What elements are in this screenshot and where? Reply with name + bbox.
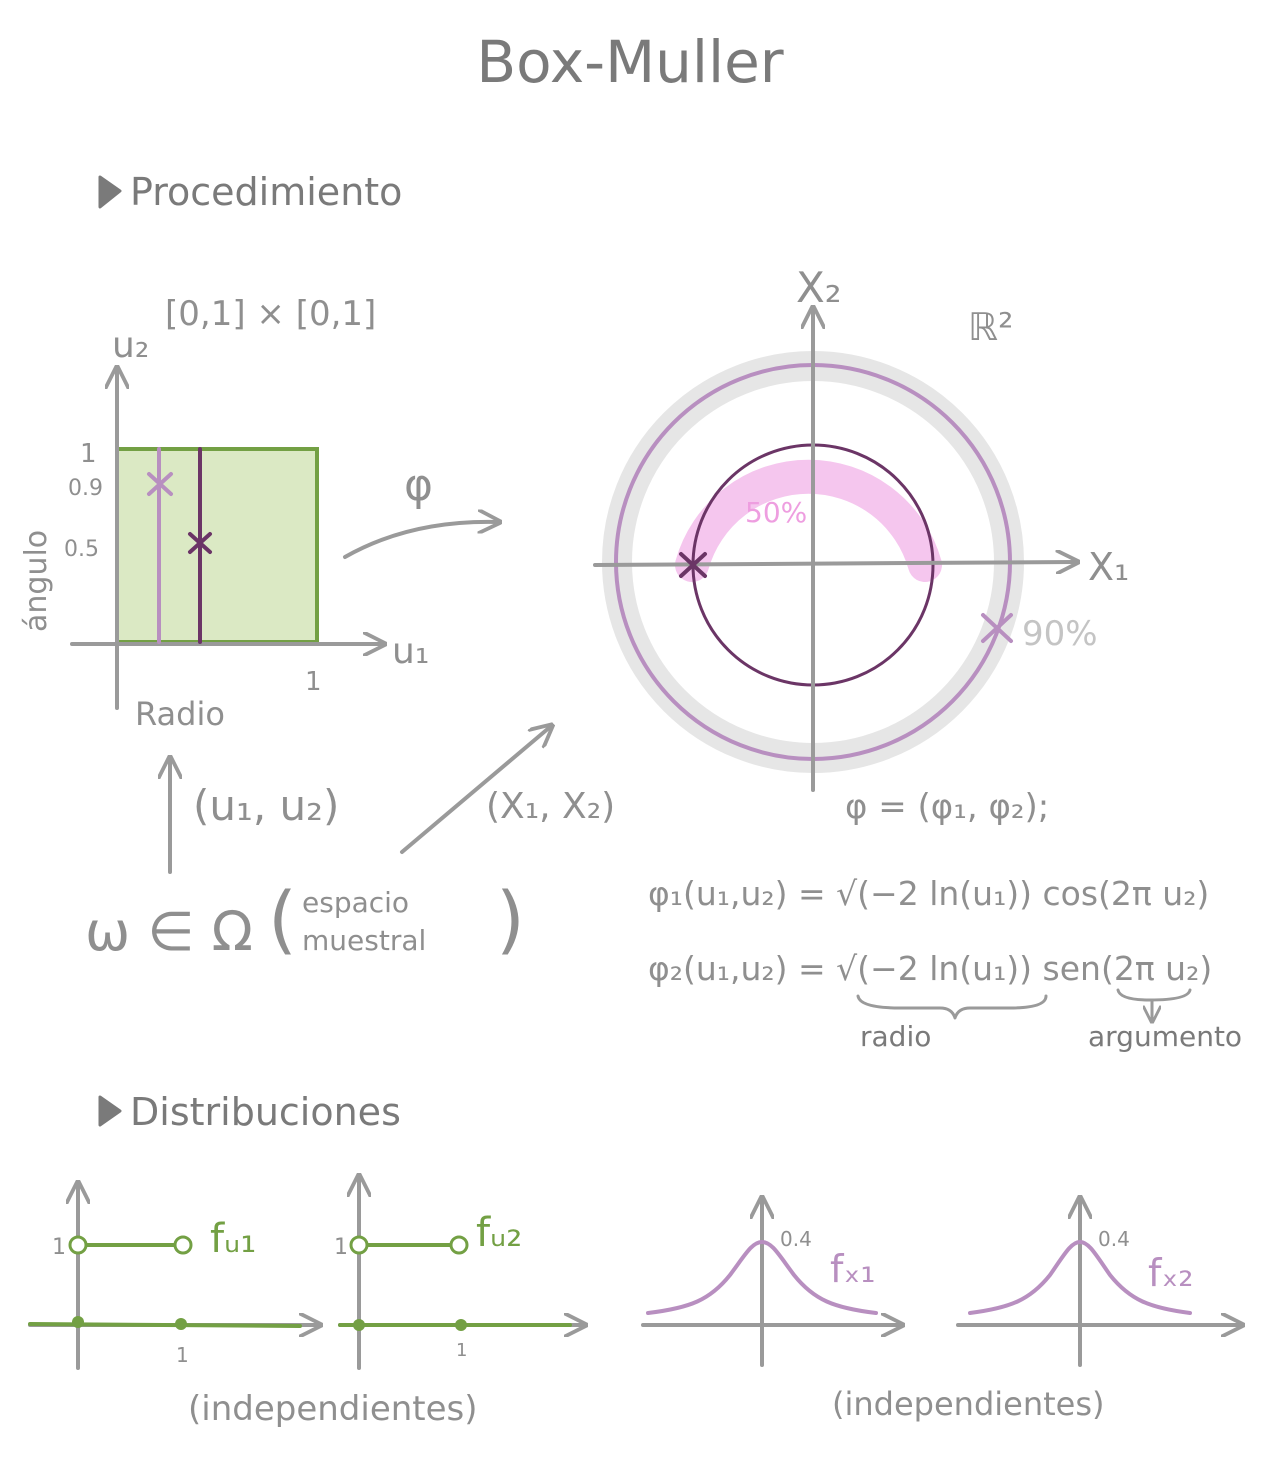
inner-percent: 50%	[745, 496, 807, 529]
inner-cross-marker	[679, 552, 707, 578]
fu1-dot-start	[72, 1316, 84, 1328]
fu2-open-start	[349, 1235, 369, 1255]
independence-note-left: (independientes)	[188, 1389, 478, 1429]
normal-density-x2: 0.4 fₓ₂	[956, 1200, 1240, 1367]
section-bullet-icon	[98, 1095, 122, 1127]
fx1-curve	[646, 1239, 878, 1315]
omega-note-line1: espacio	[302, 886, 409, 919]
u-pair-label: (u₁, u₂)	[193, 781, 339, 830]
fu2-dot-end	[455, 1319, 467, 1331]
fu1-open-end	[173, 1235, 193, 1255]
independence-note-right: (independientes)	[832, 1385, 1105, 1423]
phi1-formula: φ₁(u₁,u₂) = √(−2 ln(u₁)) cos(2π u₂)	[648, 874, 1209, 913]
light-cross-marker	[147, 472, 173, 496]
u1-axis-label: u₁	[392, 631, 429, 672]
open-paren: (	[268, 877, 297, 963]
phi-definition: φ = (φ₁, φ₂);	[845, 787, 1049, 827]
omega-symbol: ω ∈ Ω	[85, 900, 253, 963]
square-plot: [0,1] × [0,1] u₂ u₁ 1 1 0.9 0.5 Radio án…	[19, 294, 429, 733]
u1-tick-1: 1	[305, 667, 322, 697]
domain-label: [0,1] × [0,1]	[165, 294, 376, 334]
radius-label: radio	[860, 1020, 931, 1053]
x1-axis-label: X₁	[1088, 545, 1129, 589]
u2-tick-1: 1	[80, 439, 97, 469]
fu2-height-tick: 1	[334, 1235, 348, 1260]
fu1-label: fᵤ₁	[210, 1216, 256, 1262]
dark-cross-marker	[188, 532, 212, 554]
u2-tick-0-9: 0.9	[68, 476, 103, 501]
section-heading-procedure: Procedimiento	[130, 170, 402, 214]
x-pair-label: (X₁, X₂)	[486, 786, 615, 827]
outer-percent: 90%	[1022, 614, 1098, 654]
fu1-height-tick: 1	[52, 1235, 66, 1260]
u2-axis-label: u₂	[112, 325, 149, 366]
section-heading-distributions: Distribuciones	[130, 1090, 401, 1134]
fu2-dot-start	[353, 1319, 365, 1331]
fx1-peak-tick: 0.4	[780, 1227, 812, 1251]
fu1-width-tick: 1	[176, 1343, 189, 1367]
radius-brace	[856, 994, 1048, 1020]
plane-plot: X₂ X₁ ℝ² 50% 90%	[593, 263, 1129, 792]
fu1-dot-end	[175, 1318, 187, 1330]
normal-density-x1: 0.4 fₓ₁	[641, 1200, 900, 1367]
fx1-label: fₓ₁	[830, 1247, 875, 1291]
phi2-formula: φ₂(u₁,u₂) = √(−2 ln(u₁)) sen(2π u₂)	[648, 949, 1212, 988]
fx2-peak-tick: 0.4	[1098, 1227, 1130, 1251]
section-bullet-icon	[98, 175, 122, 209]
argument-label: argumento	[1088, 1020, 1242, 1053]
radius-caption: Radio	[135, 695, 225, 733]
map-arrow	[343, 522, 497, 559]
fu2-label: fᵤ₂	[476, 1210, 522, 1256]
angle-caption: ángulo	[19, 530, 54, 632]
uniform-density-u2: 1 1 fᵤ₂	[334, 1178, 583, 1370]
page-title: Box-Muller	[476, 28, 783, 96]
u2-tick-0-5: 0.5	[64, 537, 99, 562]
fu1-ground-line	[28, 1322, 302, 1328]
fu2-open-end	[449, 1235, 469, 1255]
space-label: ℝ²	[968, 305, 1013, 349]
x1-axis	[593, 562, 1075, 565]
fx2-curve	[968, 1239, 1192, 1315]
omega-note-line2: muestral	[302, 924, 426, 957]
outer-cross-marker	[981, 613, 1013, 643]
inner-pink-band	[675, 459, 942, 582]
map-label: φ	[404, 460, 433, 511]
uniform-density-u1: 1 1 fᵤ₁	[28, 1185, 318, 1370]
fx2-label: fₓ₂	[1148, 1251, 1193, 1295]
fu2-width-tick: 1	[456, 1340, 467, 1361]
argument-brace	[1116, 988, 1192, 1002]
unit-square	[115, 447, 319, 644]
fu1-open-start	[68, 1235, 88, 1255]
diagonal-arrow	[400, 727, 550, 854]
x2-axis-label: X₂	[796, 263, 842, 312]
close-paren: )	[496, 877, 525, 963]
